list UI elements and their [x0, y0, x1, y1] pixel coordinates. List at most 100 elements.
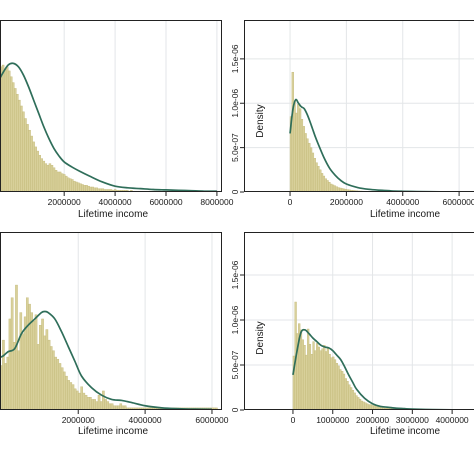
- density-curve: [1, 62, 217, 191]
- histogram-bar: [32, 320, 36, 409]
- histogram-bar: [46, 165, 50, 191]
- panel-1: Male retirees200000040000006000000800000…: [0, 20, 234, 220]
- histogram-bar: [56, 171, 60, 191]
- histogram-bar: [332, 356, 335, 409]
- histogram-bar: [76, 390, 79, 409]
- histogram-bar: [4, 363, 7, 409]
- histogram-bar: [359, 399, 362, 409]
- histogram-bar: [384, 408, 387, 409]
- histogram-bar: [119, 190, 123, 191]
- histogram-bar: [48, 163, 52, 191]
- histogram-bar: [350, 190, 353, 191]
- histogram-bar: [62, 371, 66, 409]
- histogram-bar: [328, 182, 331, 191]
- histogram-bar: [317, 166, 320, 191]
- histogram-bar: [39, 325, 42, 409]
- histogram-bar: [326, 180, 329, 191]
- histogram-bar: [297, 103, 300, 191]
- histogram-bar: [311, 152, 315, 191]
- panel-2: Female retirees020000004000000600000005.…: [230, 20, 474, 220]
- y-tick-label: 1.5e-06: [230, 44, 240, 73]
- histogram-bar: [360, 400, 363, 409]
- histogram-bar: [312, 341, 315, 409]
- histogram-bar: [317, 346, 321, 409]
- histogram-bar: [42, 160, 46, 191]
- histogram-bar: [117, 190, 121, 191]
- panel-4: Female workers01000000200000030000004000…: [230, 232, 474, 437]
- histogram-bar: [308, 344, 312, 409]
- histogram-bar: [3, 69, 7, 191]
- density-curve: [289, 98, 450, 191]
- histogram-bar: [353, 190, 357, 191]
- y-tick-label: 5.0e-07: [230, 350, 240, 379]
- y-axis-label: Density: [255, 104, 266, 137]
- histogram-bar: [28, 303, 31, 409]
- x-axis-label: Lifetime income: [370, 426, 440, 437]
- histogram-bar: [30, 135, 33, 191]
- histogram-bar: [346, 381, 349, 409]
- histogram-bar: [40, 158, 44, 191]
- histogram-bar: [91, 399, 94, 409]
- histogram-bar: [115, 190, 119, 191]
- x-tick-label: 2000000: [330, 197, 363, 207]
- histogram-bar: [7, 70, 11, 191]
- x-tick-label: 6000000: [195, 415, 228, 425]
- histogram-bar: [319, 169, 322, 191]
- histogram-bar: [335, 363, 338, 409]
- histogram-bar: [49, 346, 53, 409]
- histogram-bar: [304, 133, 307, 191]
- histogram-bar: [58, 363, 62, 409]
- histogram-bar: [28, 129, 31, 191]
- histogram-bar: [122, 190, 125, 191]
- histogram-bar: [16, 94, 19, 191]
- histogram-bar: [104, 399, 107, 409]
- histogram-bar: [60, 173, 64, 191]
- histogram-bar: [80, 386, 83, 409]
- x-axis-label: Lifetime income: [78, 209, 148, 220]
- histogram-bar: [26, 297, 29, 409]
- histogram-bar: [24, 118, 27, 191]
- histogram-bar: [351, 390, 355, 409]
- histogram-bar: [355, 190, 359, 191]
- histogram-bar: [339, 369, 342, 409]
- histogram-bar: [215, 407, 218, 409]
- histogram-bar: [41, 318, 44, 409]
- density-curve: [292, 328, 457, 409]
- histogram-bar: [73, 388, 77, 409]
- histogram-bar: [84, 394, 88, 409]
- histogram-bar: [302, 126, 305, 191]
- histogram-bar: [77, 182, 80, 191]
- histogram-bar: [52, 350, 55, 409]
- histogram-bar: [353, 392, 356, 409]
- histogram-bar: [97, 394, 101, 409]
- histogram-bar: [69, 178, 72, 191]
- histogram-bar: [309, 147, 313, 191]
- histogram-bar: [60, 367, 64, 409]
- x-tick-label: 4000000: [386, 197, 419, 207]
- histogram-bar: [331, 184, 335, 191]
- histogram-bar: [65, 375, 68, 409]
- histogram-bar: [17, 350, 20, 409]
- histogram-bar: [316, 343, 319, 409]
- histogram-bar: [47, 339, 51, 409]
- histogram-bar: [330, 357, 333, 409]
- histogram-bar: [58, 171, 62, 191]
- x-tick-label: 2000000: [48, 197, 81, 207]
- histogram-bar: [21, 333, 25, 409]
- histogram-bar: [355, 395, 358, 409]
- histogram-bar: [71, 384, 75, 409]
- histogram-bar: [342, 373, 346, 409]
- y-tick-label: 1.0e-06: [230, 89, 240, 118]
- x-tick-label: 3000000: [396, 415, 429, 425]
- x-tick-label: 8000000: [200, 197, 233, 207]
- histogram-bar: [364, 402, 367, 409]
- histogram-bar: [111, 190, 115, 191]
- histogram-bar: [6, 356, 10, 409]
- plot-area: [1, 233, 218, 409]
- histogram-bar: [54, 170, 58, 191]
- histogram-bar: [52, 167, 56, 191]
- y-axis-label: Density: [255, 321, 266, 354]
- x-tick-label: 0: [291, 415, 296, 425]
- y-tick-label: 0: [230, 407, 240, 412]
